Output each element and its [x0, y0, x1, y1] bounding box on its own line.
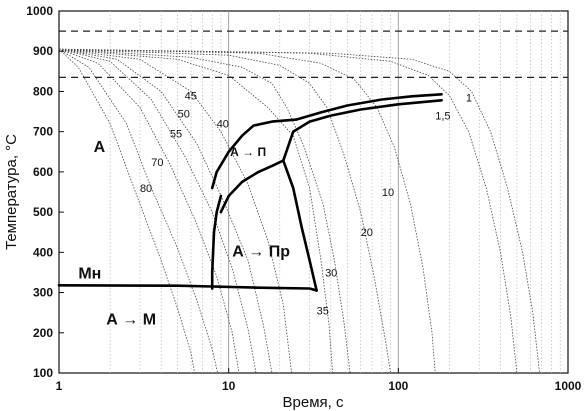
curve-label-45: 45 [185, 90, 197, 102]
transformation-boundaries [57, 93, 443, 292]
curve-label-40: 40 [217, 119, 229, 131]
region-label-2: А → П [230, 145, 266, 159]
curve-label-20: 20 [361, 227, 373, 239]
region-labels: A А → П А → Пр Мн А → М [78, 139, 290, 329]
y-tick-labels: 100 200 300 400 500 600 700 800 900 1000 [26, 4, 64, 380]
curve-label-80: 80 [140, 183, 152, 195]
cooling-curve-80 [58, 48, 195, 374]
curve-label-70: 70 [151, 157, 163, 169]
x-tick-label: 1 [56, 379, 63, 393]
curve-label-55: 55 [170, 129, 182, 141]
curve-label-30: 30 [325, 267, 337, 279]
y-axis-title: Температура, °C [3, 134, 20, 250]
region-label-4: Мн [78, 265, 101, 282]
grid [109, 11, 561, 373]
y-tick-label: 900 [33, 44, 53, 58]
curve-label-10: 10 [382, 187, 394, 199]
curve-labels: 45 50 55 70 80 40 10 20 30 35 1,5 1 [140, 90, 472, 317]
x-axis-title: Время, с [283, 394, 344, 411]
cooling-curve-55 [58, 48, 240, 374]
reference-lines [59, 30, 568, 78]
y-tick-label: 600 [33, 165, 53, 179]
region-label-3: А → Пр [232, 243, 290, 260]
cooling-curves [58, 48, 540, 374]
boundary-bainite-start [210, 194, 223, 290]
y-tick-label: 400 [33, 245, 53, 259]
boundary-bainite-finish [282, 159, 318, 292]
region-label-1: A [94, 139, 106, 156]
plot-area [58, 10, 569, 374]
curve-label-35: 35 [317, 306, 329, 318]
y-tick-label: 700 [33, 125, 53, 139]
boundary-pearlite-start [210, 93, 443, 190]
cooling-curve-45 [58, 48, 273, 374]
cooling-curve-70 [58, 48, 218, 374]
x-tick-labels: 1 10 100 1000 [56, 368, 582, 393]
boundary-pearlite-finish [219, 99, 443, 214]
x-tick-label: 1000 [555, 379, 582, 393]
y-tick-label: 200 [33, 326, 53, 340]
y-tick-label: 300 [33, 286, 53, 300]
cooling-curve-1 [58, 48, 540, 374]
y-tick-label: 100 [33, 366, 53, 380]
x-tick-label: 100 [388, 379, 408, 393]
region-label-5: А → М [106, 312, 156, 329]
curve-label-1: 1 [466, 93, 472, 105]
y-tick-label: 500 [33, 205, 53, 219]
x-tick-label: 10 [222, 379, 236, 393]
y-tick-label: 1000 [26, 4, 53, 18]
cooling-curve-20 [58, 48, 391, 374]
boundary-Ms [57, 284, 318, 292]
cooling-curve-50 [58, 48, 257, 374]
cooling-curve-1-5 [58, 48, 518, 374]
curve-label-50: 50 [178, 109, 190, 121]
curve-label-1-5: 1,5 [435, 111, 450, 123]
cooling-curve-10 [58, 48, 436, 374]
y-tick-label: 800 [33, 84, 53, 98]
